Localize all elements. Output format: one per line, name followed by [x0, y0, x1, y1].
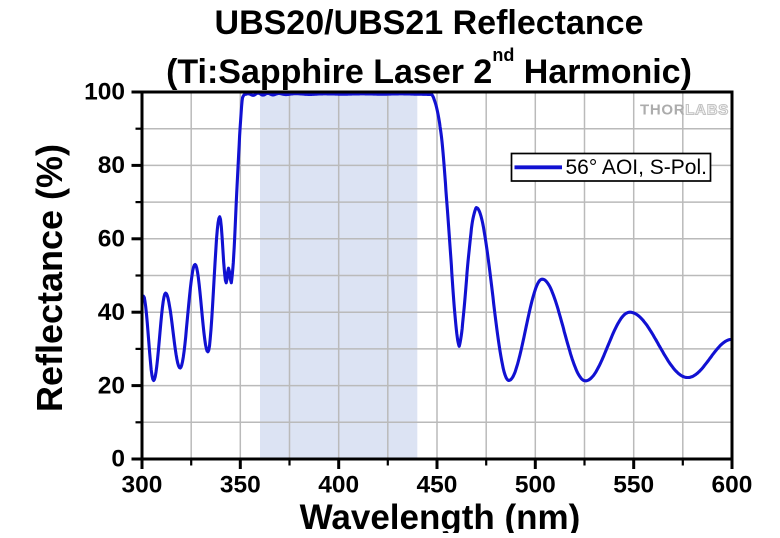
svg-text:600: 600	[712, 472, 753, 499]
svg-text:60: 60	[98, 226, 125, 253]
svg-text:450: 450	[417, 472, 458, 499]
svg-text:400: 400	[318, 472, 359, 499]
svg-text:500: 500	[515, 472, 556, 499]
svg-text:80: 80	[98, 152, 125, 179]
svg-text:550: 550	[613, 472, 654, 499]
svg-text:20: 20	[98, 372, 125, 399]
svg-text:350: 350	[220, 472, 261, 499]
svg-text:0: 0	[111, 446, 125, 473]
svg-text:300: 300	[122, 472, 163, 499]
svg-text:100: 100	[84, 79, 125, 106]
svg-text:UBS20/UBS21 Reflectance: UBS20/UBS21 Reflectance	[215, 4, 644, 42]
svg-text:(Ti:Sapphire Laser 2nd Harmoni: (Ti:Sapphire Laser 2nd Harmonic)	[166, 45, 692, 91]
svg-text:56° AOI, S-Pol.: 56° AOI, S-Pol.	[566, 156, 707, 179]
svg-text:Wavelength (nm): Wavelength (nm)	[300, 498, 581, 533]
svg-text:Reflectance (%): Reflectance (%)	[29, 144, 70, 412]
svg-text:40: 40	[98, 299, 125, 326]
svg-text:THORLABS: THORLABS	[640, 102, 729, 119]
